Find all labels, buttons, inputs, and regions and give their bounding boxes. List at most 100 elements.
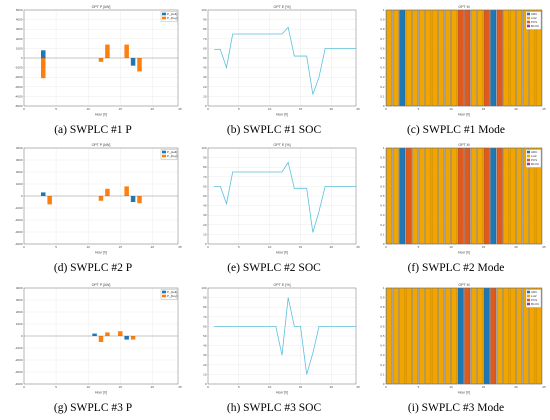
y-tick-label: 0.9 (380, 156, 385, 160)
plot-frame (23, 147, 179, 245)
y-tick-label: -4000 (15, 94, 23, 98)
plot-frame (23, 287, 179, 385)
legend-label: ARC (531, 150, 538, 154)
chart-title: OPT M (458, 5, 469, 9)
mode-bar-lh2 (496, 287, 503, 385)
x-tick-label: 25 (178, 245, 182, 249)
y-tick-label: 40 (203, 204, 207, 208)
mode-bar-lh2 (392, 287, 399, 385)
x-tick-label: 5 (418, 385, 420, 389)
power-bar-pbuy (105, 332, 110, 336)
legend-label: ARC (531, 12, 538, 16)
mode-bar-lh2 (431, 9, 438, 107)
y-tick-label: 0.2 (380, 85, 385, 89)
x-tick-label: 5 (238, 385, 240, 389)
legend-swatch (527, 20, 530, 24)
y-tick-label: 80 (203, 27, 207, 31)
chart-g: OPT P [kW] -4000 -3000 -2000 -1000 0 1000 2000 3… (15, 283, 182, 395)
legend-swatch (527, 16, 530, 20)
legend-label: P_{buy} (167, 16, 178, 20)
chart-title: OPT P [kW] (92, 5, 111, 9)
mode-bar-arc (399, 147, 406, 245)
mode-bar-lh2 (516, 287, 523, 385)
x-tick-label: 5 (418, 245, 420, 249)
y-tick-label: 4000 (16, 18, 23, 22)
y-tick-label: 4000 (16, 146, 23, 150)
y-tick-label: 2000 (16, 310, 23, 314)
y-tick-label: 80 (203, 305, 207, 309)
y-tick-label: 70 (203, 37, 207, 41)
x-tick-label: 25 (542, 245, 546, 249)
mode-bar-pcs (464, 287, 471, 385)
x-tick-label: 0 (385, 107, 387, 111)
y-tick-label: 10 (203, 94, 207, 98)
x-tick-label: 25 (542, 385, 546, 389)
plot-frame (385, 9, 543, 107)
y-tick-label: 0.6 (380, 184, 385, 188)
caption-c: (c) SWPLC #1 Mode (406, 124, 506, 136)
mode-bar-arc (457, 287, 464, 385)
mode-bar-lh2 (477, 147, 484, 245)
y-tick-label: 0.5 (380, 56, 385, 60)
legend-swatch (527, 298, 530, 302)
mode-bar-lh2 (392, 147, 399, 245)
legend-label: LH2 (531, 154, 537, 158)
mode-bar-pcs (457, 9, 464, 107)
power-bar-psell (130, 58, 136, 66)
y-tick-label: -3000 (15, 85, 23, 89)
y-tick-label: 70 (203, 315, 207, 319)
y-tick-label: 0.8 (380, 27, 385, 31)
mode-bar-lh2 (503, 287, 510, 385)
power-bar-psell (130, 196, 136, 202)
power-bar-psell (41, 192, 46, 196)
y-tick-label: -3000 (15, 230, 23, 234)
x-tick-label: 10 (449, 385, 453, 389)
mode-bar-lh2 (425, 147, 432, 245)
mode-bar-lh2 (386, 287, 393, 385)
panel-c: OPT M 0 0.1 0.2 0.3 0.4 0.5 0.6 0.7 0.8 0.9 1 0 5 10 15… (366, 2, 546, 142)
y-tick-label: 0.6 (380, 324, 385, 328)
legend-label: BLOC (531, 162, 540, 166)
y-tick-label: -2000 (15, 75, 23, 79)
y-tick-label: -1000 (15, 206, 23, 210)
x-tick-label: 20 (330, 385, 334, 389)
y-tick-label: 0.4 (380, 344, 385, 348)
power-bar-pbuy (41, 58, 46, 79)
legend-label: PCS (531, 158, 537, 162)
y-tick-label: 0 (383, 104, 385, 108)
y-tick-label: 1000 (16, 46, 23, 50)
chart-c: OPT M00.10.20.30.40.50.60.70.80.910 5 10 15… (380, 5, 546, 117)
mode-bar-lh2 (470, 147, 477, 245)
y-tick-label: 0 (21, 56, 23, 60)
y-tick-label: 0.3 (380, 213, 385, 217)
mode-bar-lh2 (386, 9, 393, 107)
mode-bar-lh2 (503, 147, 510, 245)
y-tick-label: 80 (203, 165, 207, 169)
legend-label: P_{sell} (167, 12, 177, 16)
y-tick-label: 1000 (16, 322, 23, 326)
legend-label: P_{buy} (167, 154, 178, 158)
x-axis-label: Hour [h] (276, 391, 288, 395)
chart-title: OPT E [%] (274, 283, 291, 287)
x-tick-label: 20 (330, 245, 334, 249)
mode-bar-arc (483, 287, 490, 385)
legend-label: BLOC (531, 24, 540, 28)
mode-bar-lh2 (477, 287, 484, 385)
mode-bar-lh2 (451, 9, 458, 107)
x-tick-label: 15 (299, 107, 303, 111)
legend-label: BLOC (531, 302, 540, 306)
caption-e: (e) SWPLC #2 SOC (227, 262, 321, 274)
legend-label: PCS (531, 298, 537, 302)
mode-bar-lh2 (444, 147, 451, 245)
power-bar-pbuy (98, 196, 104, 201)
chart-title: OPT M (458, 283, 469, 287)
mode-bar-pcs (483, 9, 490, 107)
soc-line (214, 297, 356, 375)
x-tick-label: 25 (356, 385, 360, 389)
y-tick-label: 1000 (16, 182, 23, 186)
power-bar-pbuy (137, 58, 142, 72)
soc-line (214, 161, 356, 233)
x-tick-label: 0 (207, 245, 209, 249)
mode-bar-lh2 (509, 147, 516, 245)
